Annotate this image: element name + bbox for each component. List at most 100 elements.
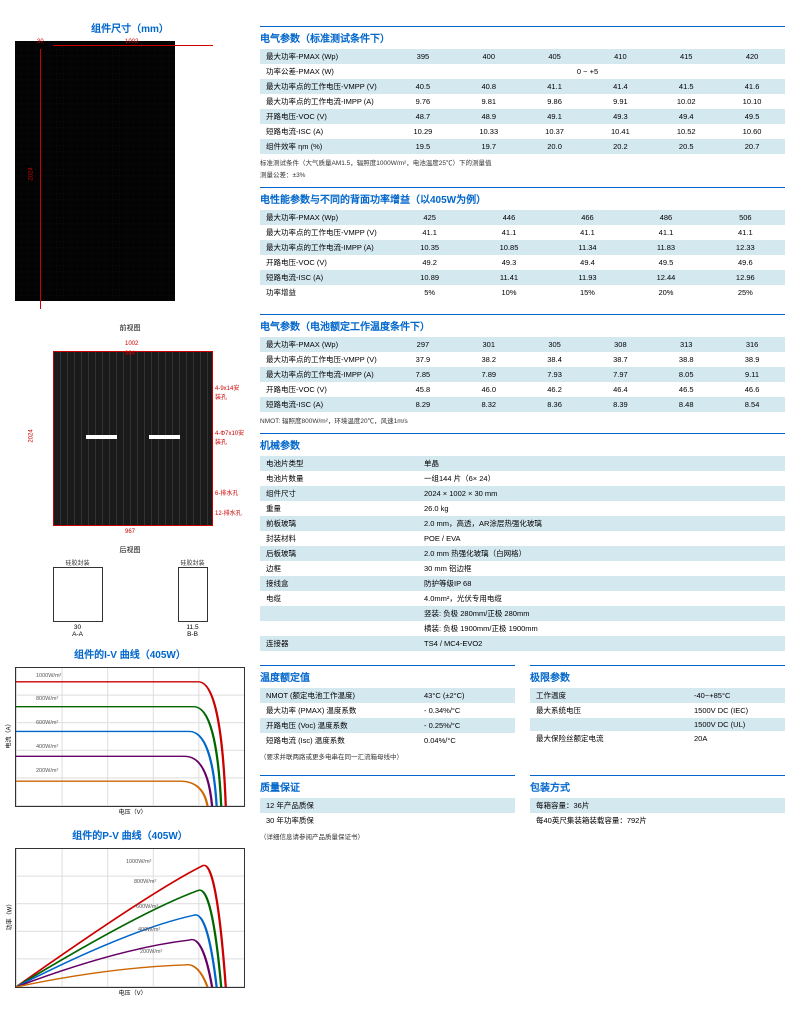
kv-key: 最大系统电压 [530, 703, 690, 718]
cell: 486 [626, 210, 705, 225]
cell: 420 [719, 49, 785, 64]
package-section: 包装方式 每箱容量：36片 每40英尺集装箱装载容量：792片 [530, 769, 785, 849]
cell: 38.4 [522, 352, 588, 367]
cell: 49.5 [626, 255, 705, 270]
cell: 49.3 [469, 255, 548, 270]
dim-width-back: 1002 [125, 341, 138, 347]
kv-val: - 0.25%/°C [420, 718, 515, 733]
cs-a-width: 30 [53, 624, 103, 631]
dim-height-back: 2024 [29, 429, 35, 442]
kv-key: 封装材料 [260, 531, 420, 546]
cell: 8.54 [719, 397, 785, 412]
cell: 10.35 [390, 240, 469, 255]
cell: 10.02 [653, 94, 719, 109]
kv-val: 26.0 kg [420, 501, 785, 516]
cell: 49.6 [706, 255, 785, 270]
kv-val: 30 mm 铝边框 [420, 561, 785, 576]
kv-key: 接线盒 [260, 576, 420, 591]
cell: 48.9 [456, 109, 522, 124]
iv-chart: 1000W/m² 800W/m² 600W/m² 400W/m² 200W/m²… [15, 667, 245, 807]
row-label: 开路电压-VOC (V) [260, 382, 390, 397]
cs-b: 硅胶封装 11.5 B-B [178, 558, 208, 638]
cell: 10% [469, 285, 548, 300]
row-label: 最大功率-PMAX (Wp) [260, 49, 390, 64]
stc-note2: 测量公差：±3% [260, 169, 785, 179]
package-title: 包装方式 [530, 775, 785, 794]
limit-title: 极限参数 [530, 665, 785, 684]
cell: 400 [456, 49, 522, 64]
pv-x-axis: 电压（V） [119, 988, 147, 997]
kv-val: 横装: 负极 1900mm/正极 1900mm [420, 621, 785, 636]
kv-key: 前板玻璃 [260, 516, 420, 531]
cell: 10.29 [390, 124, 456, 139]
cell: 48.7 [390, 109, 456, 124]
row-label: 最大功率点的工作电压-VMPP (V) [260, 352, 390, 367]
cs-a: 硅胶封装 30 A-A [53, 558, 103, 638]
row-label: 短路电流-ISC (A) [260, 397, 390, 412]
pv-irr-4: 400W/m² [138, 927, 160, 933]
stc-note1: 标准测试条件（大气质量AM1.5，辐照度1000W/m²，电池温度25℃）下的测… [260, 157, 785, 167]
warranty-table: 12 年产品质保 30 年功率质保 [260, 798, 515, 828]
hole-label-b: 4-Φ7x10安装孔 [215, 428, 245, 446]
kv-val: 单晶 [420, 456, 785, 471]
warranty-package-row: 质量保证 12 年产品质保 30 年功率质保 （详细信息请参阅产品质量保证书） … [260, 769, 785, 849]
cell: 20.2 [587, 139, 653, 154]
row-label: 最大功率点的工作电流-IMPP (A) [260, 240, 390, 255]
kv-key [530, 718, 690, 731]
mech-table: 电池片类型单晶电池片数量一组144 片（6× 24）组件尺寸2024 × 100… [260, 456, 785, 651]
row-label: 最大功率-PMAX (Wp) [260, 337, 390, 352]
temp-title: 温度额定值 [260, 665, 515, 684]
pv-irr-3: 600W/m² [136, 904, 158, 910]
limit-table: 工作温度-40~+85°C最大系统电压1500V DC (IEC)1500V D… [530, 688, 785, 746]
stc-title: 电气参数（标准测试条件下） [260, 26, 785, 45]
drain-label-2: 12-排水孔 [215, 508, 242, 517]
junction-box-1 [86, 435, 118, 439]
junction-box-2 [149, 435, 181, 439]
nmot-table: 最大功率-PMAX (Wp)297301305308313316最大功率点的工作… [260, 337, 785, 412]
cell: 41.4 [587, 79, 653, 94]
pv-title: 组件的P-V 曲线（405W） [15, 827, 245, 842]
cell: 41.1 [522, 79, 588, 94]
row-label: 功率公差-PMAX (W) [260, 64, 390, 79]
cell: 46.0 [456, 382, 522, 397]
right-column: 电气参数（标准测试条件下） 最大功率-PMAX (Wp)395400405410… [260, 20, 785, 996]
kv-val: TS4 / MC4-EVO2 [420, 636, 785, 651]
row-span: 0 ~ +5 [390, 64, 785, 79]
cell: 10.52 [653, 124, 719, 139]
row-label: 最大功率点的工作电流-IMPP (A) [260, 367, 390, 382]
cross-sections: 硅胶封装 30 A-A 硅胶封装 11.5 B-B [15, 563, 245, 638]
kv-key: 连接器 [260, 636, 420, 651]
kv-key: 短路电流 (Isc) 温度系数 [260, 733, 420, 748]
temp-table: NMOT (额定电池工作温度)43°C (±2°C)最大功率 (PMAX) 温度… [260, 688, 515, 748]
cell: 5% [390, 285, 469, 300]
iv-curves [16, 668, 244, 806]
kv-val: 20A [690, 731, 785, 746]
cell: 12.96 [706, 270, 785, 285]
cell: 8.39 [587, 397, 653, 412]
cell: 9.11 [719, 367, 785, 382]
kv-key: 最大功率 (PMAX) 温度系数 [260, 703, 420, 718]
cell: 40.8 [456, 79, 522, 94]
kv-val: -40~+85°C [690, 688, 785, 703]
cell: 9.91 [587, 94, 653, 109]
cell: 49.4 [653, 109, 719, 124]
cell: 41.6 [719, 79, 785, 94]
warranty-r2: 30 年功率质保 [260, 813, 515, 828]
kv-val: 一组144 片（6× 24） [420, 471, 785, 486]
warranty-section: 质量保证 12 年产品质保 30 年功率质保 （详细信息请参阅产品质量保证书） [260, 769, 515, 849]
kv-key: 后板玻璃 [260, 546, 420, 561]
cell: 46.4 [587, 382, 653, 397]
kv-key: 电池片类型 [260, 456, 420, 471]
cell: 49.2 [390, 255, 469, 270]
kv-val: - 0.34%/°C [420, 703, 515, 718]
cell: 38.7 [587, 352, 653, 367]
cs-a-shape [53, 567, 103, 622]
dim-frame: 30 [37, 39, 44, 45]
cell: 12.33 [706, 240, 785, 255]
cell: 11.83 [626, 240, 705, 255]
warranty-note: （详细信息请参阅产品质量保证书） [260, 831, 515, 841]
kv-key: NMOT (额定电池工作温度) [260, 688, 420, 703]
mech-title: 机械参数 [260, 433, 785, 452]
cell: 38.2 [456, 352, 522, 367]
cs-a-top-label: 硅胶封装 [53, 558, 103, 567]
